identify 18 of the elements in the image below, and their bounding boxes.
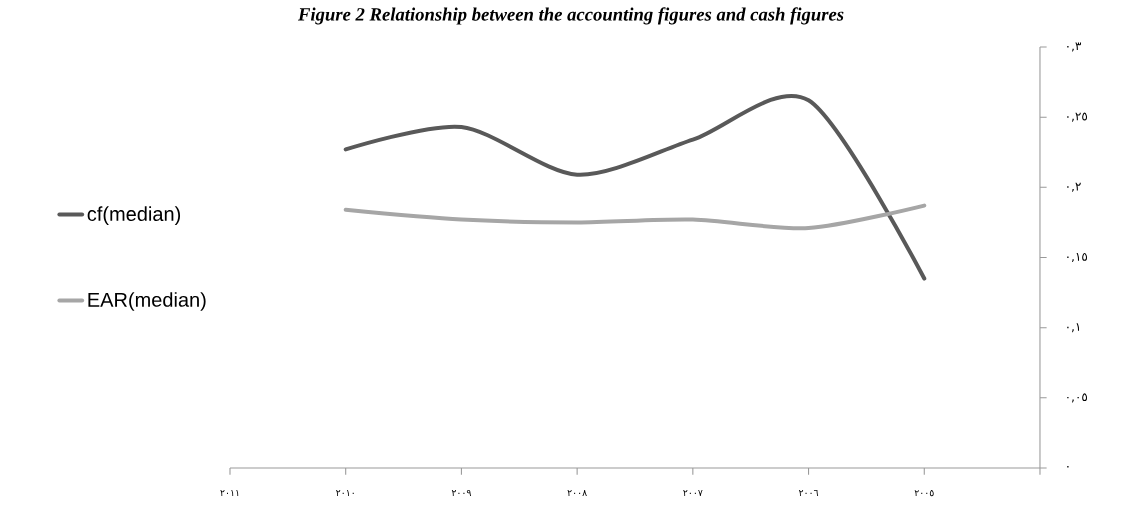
y-tick-label: ٠,٣ <box>1067 42 1082 52</box>
x-tick-label: ٢٠١١ <box>220 490 239 496</box>
y-tick-label: ٠,٢٥ <box>1067 112 1088 122</box>
y-tick-label: ٠ <box>1067 465 1069 468</box>
x-tick-label: ٢٠١٠ <box>336 490 354 496</box>
legend-label: cf(median) <box>87 206 181 225</box>
y-tick-label: ٠,١٥ <box>1067 252 1088 263</box>
x-tick-label: ٢٠٠٦ <box>798 490 819 496</box>
x-tick-label: ٢٠٠٩ <box>451 490 472 497</box>
x-tick-label: ٢٠٠٥ <box>914 490 934 497</box>
y-tick-label: ٠,٢ <box>1067 182 1081 192</box>
y-tick-label: ٠,١ <box>1067 323 1080 333</box>
line-series <box>343 203 927 231</box>
legend-label: EAR(median) <box>88 292 206 311</box>
y-tick-label: ٠,٠٥ <box>1067 393 1088 403</box>
chart-title: Figure 2 Relationship between the accounting figures and cash figures <box>297 7 844 25</box>
x-tick-label: ٢٠٠٨ <box>567 490 587 496</box>
x-tick-label: ٢٠٠٧ <box>683 490 703 496</box>
